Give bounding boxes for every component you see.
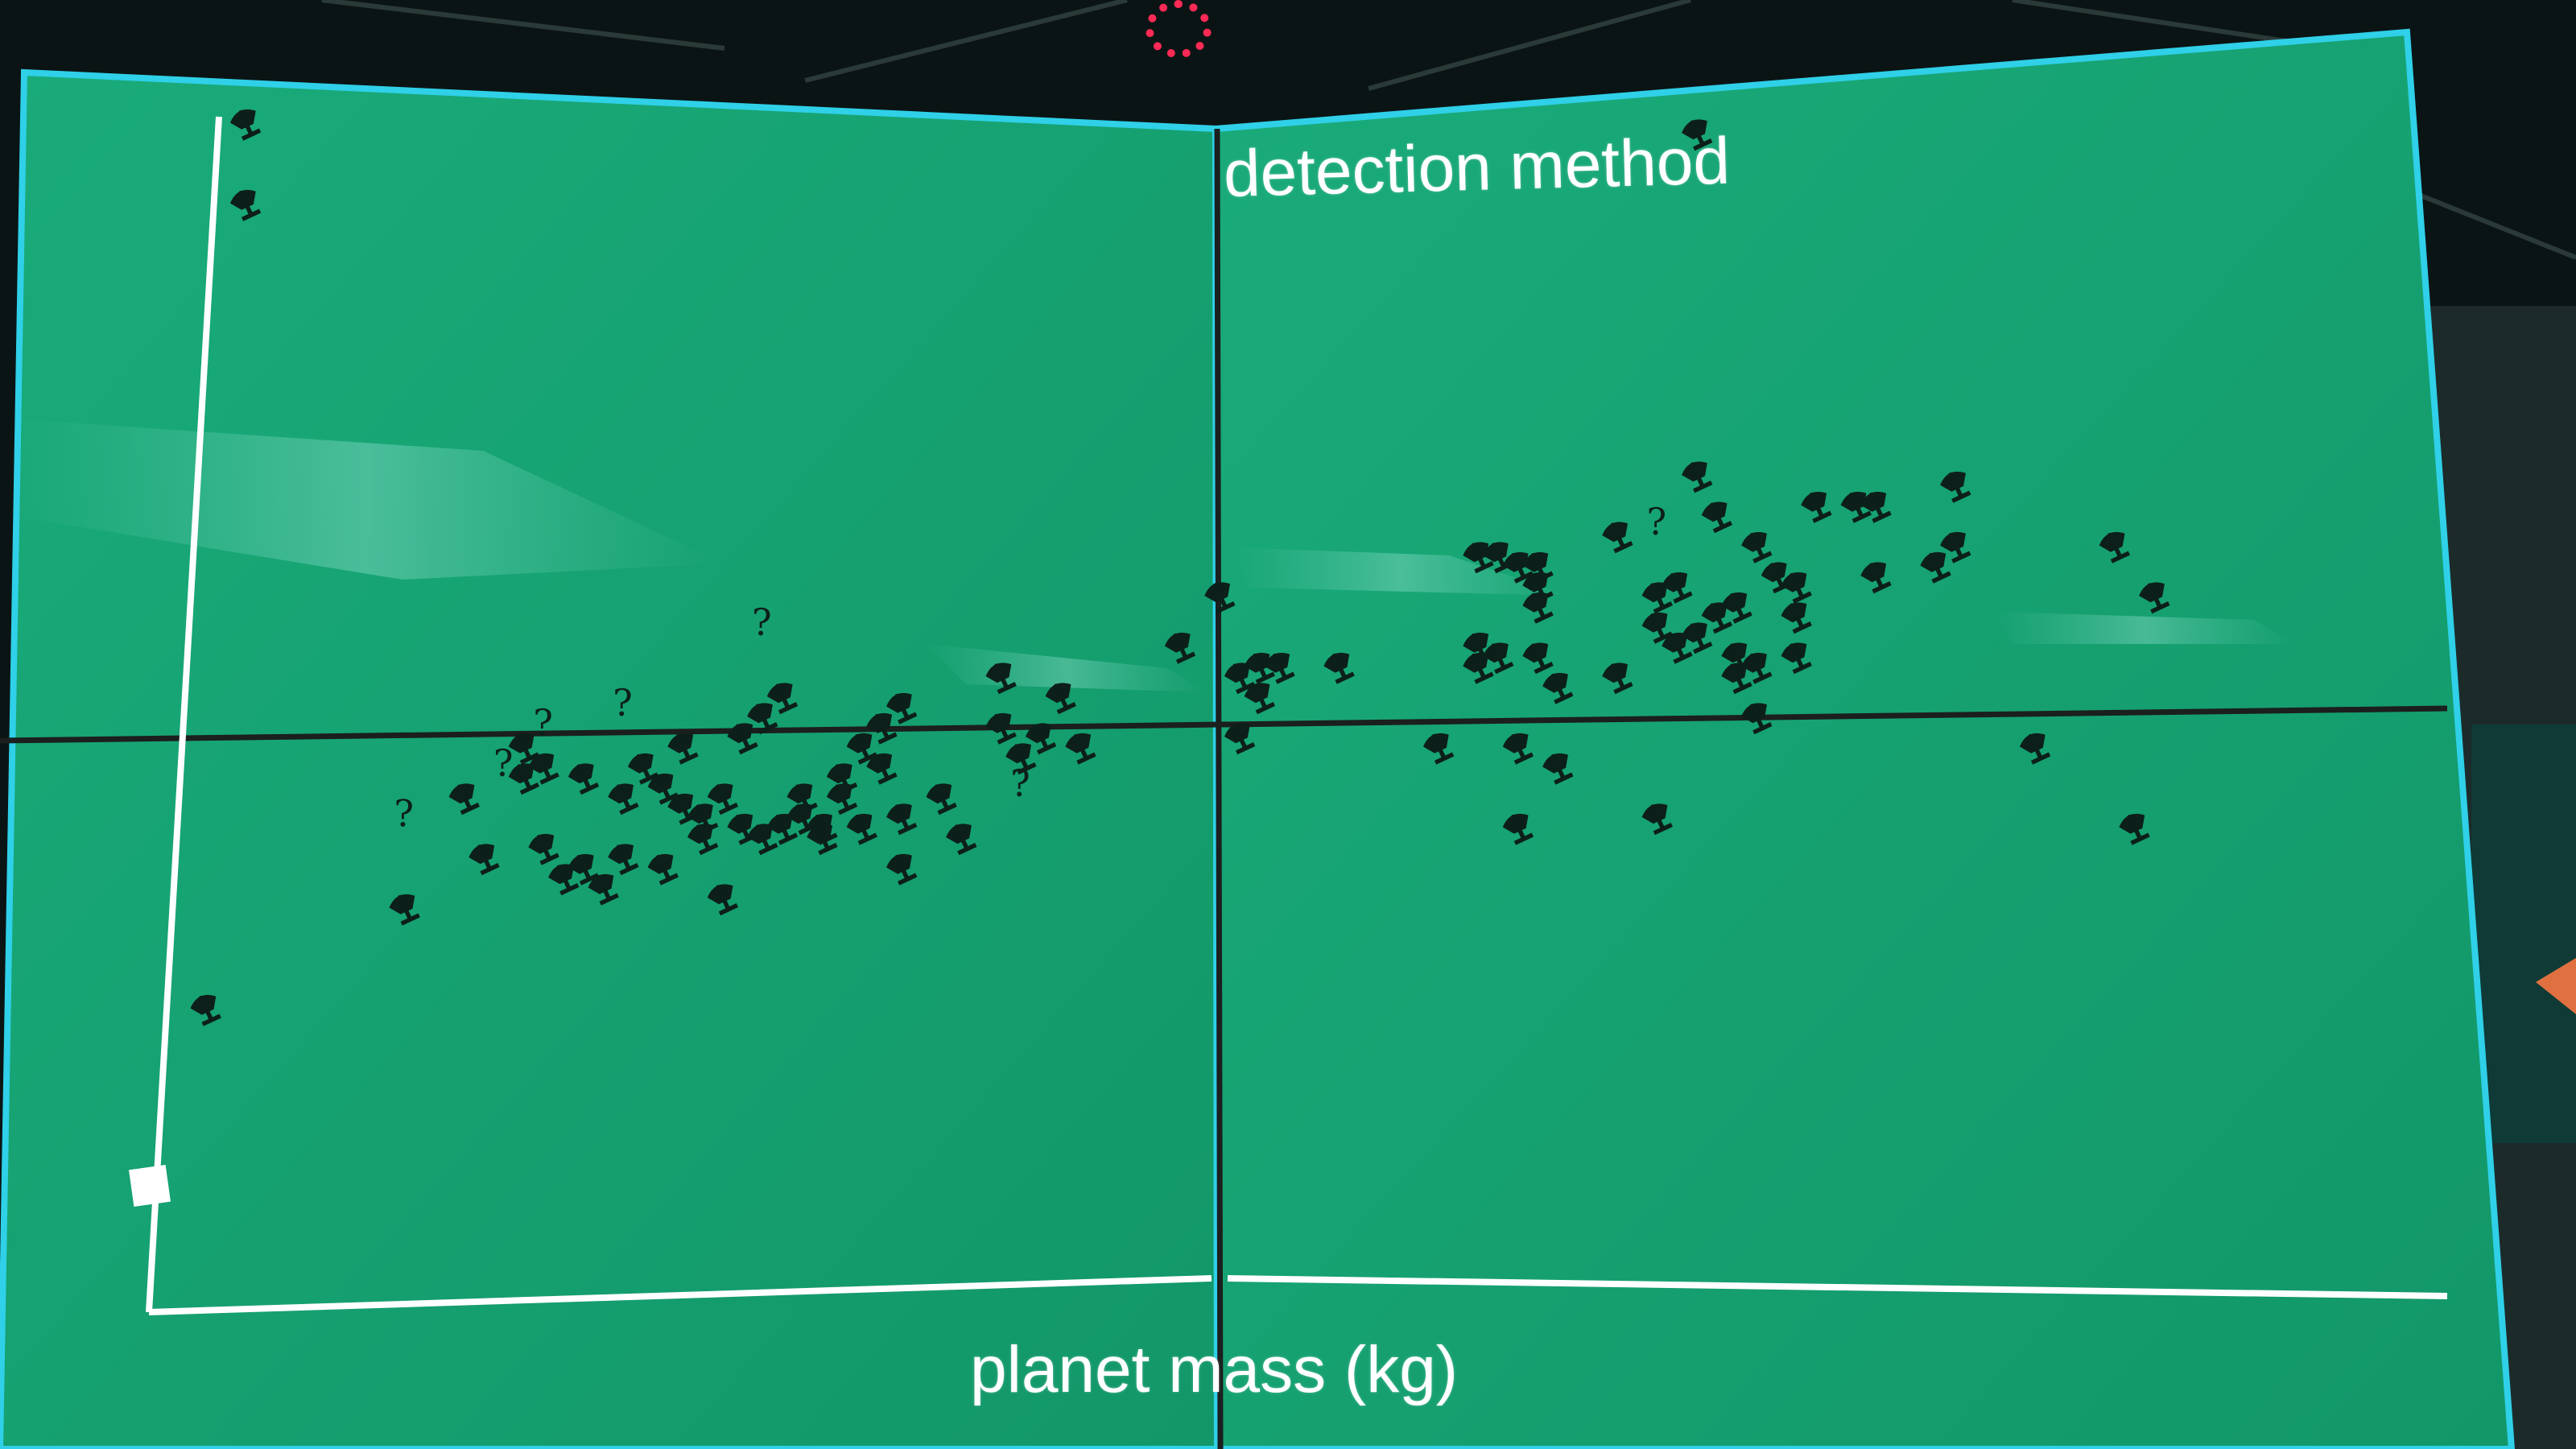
screen-glare [8,419,2294,692]
question-mark-icon: ? [1010,762,1030,805]
chart-title: detection method [1222,124,1732,211]
screen-left [0,68,1221,1449]
question-mark-icon: ? [533,701,553,745]
x-axis-right [1227,1275,2448,1299]
panel-seams [0,128,2448,1449]
x-axis-left [148,1275,1212,1315]
question-mark-icon: ? [493,741,514,785]
axis-origin-marker [129,1165,171,1207]
status-light-ring [1146,0,1212,58]
question-mark-icon: ? [752,601,772,644]
scatter-points: ??????? [187,104,2174,1028]
question-mark-icon: ? [613,681,633,724]
x-axis-label: planet mass (kg) [970,1333,1459,1406]
question-mark-icon: ? [394,792,414,836]
axes [146,116,2448,1315]
screen-right [1212,28,2516,1449]
ceiling-truss [321,0,2576,260]
question-mark-icon: ? [1646,500,1666,543]
y-axis [146,116,222,1313]
